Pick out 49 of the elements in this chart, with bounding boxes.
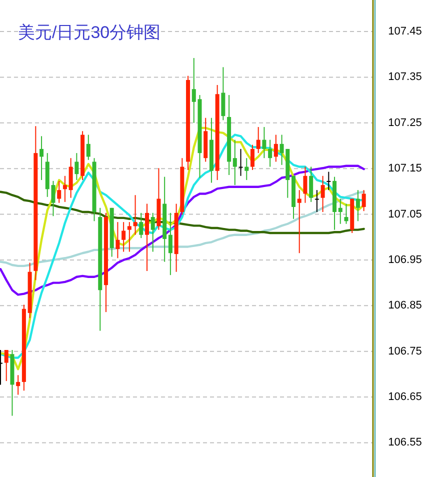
candlestick [221, 66, 226, 121]
y-tick-label: 106.75 [388, 345, 422, 358]
candlestick [57, 180, 62, 204]
y-tick-label: 107.25 [388, 116, 422, 129]
candlestick [133, 194, 138, 236]
candlestick [314, 190, 319, 212]
candlestick [145, 203, 149, 272]
candlestick [320, 175, 325, 212]
candlestick [297, 190, 302, 254]
candlestick [150, 212, 155, 252]
line-series [0, 190, 365, 234]
candlestick [262, 126, 266, 159]
candlestick [68, 158, 73, 198]
candlestick [86, 134, 90, 160]
y-tick-label: 107.35 [388, 71, 422, 84]
candlestick [168, 212, 172, 276]
candlestick [40, 136, 44, 181]
candlestick [62, 175, 67, 202]
y-tick-label: 106.95 [388, 254, 422, 266]
candlestick [16, 374, 20, 396]
candlestick [338, 198, 342, 224]
y-tick-label: 106.55 [388, 436, 422, 449]
y-tick-label: 107.15 [388, 162, 422, 175]
candlestick [244, 158, 249, 181]
candlestick [362, 190, 366, 212]
line-series [0, 190, 365, 268]
candlestick [232, 139, 237, 186]
candlestick [139, 212, 144, 239]
candlestick [268, 139, 272, 168]
candlestick [238, 148, 243, 176]
candlestick [303, 166, 308, 204]
candlestick [256, 126, 260, 154]
candlestick [127, 222, 132, 252]
candlestick [74, 152, 79, 181]
y-tick-label: 106.85 [388, 300, 422, 312]
candlestick [116, 222, 120, 259]
y-tick-label: 106.65 [388, 391, 422, 404]
candlestick [344, 203, 348, 224]
candlestick [309, 166, 314, 202]
text: 美元/日元30分钟图 [18, 23, 161, 42]
candlestick [122, 222, 126, 252]
y-tick-label: 107.05 [388, 208, 422, 220]
candlestick [326, 171, 331, 191]
candlestick [356, 190, 360, 222]
candlestick [4, 349, 8, 382]
candlestick [274, 134, 278, 162]
y-tick-label: 107.45 [388, 26, 422, 38]
line-series [0, 164, 365, 296]
candlestick [250, 144, 254, 170]
